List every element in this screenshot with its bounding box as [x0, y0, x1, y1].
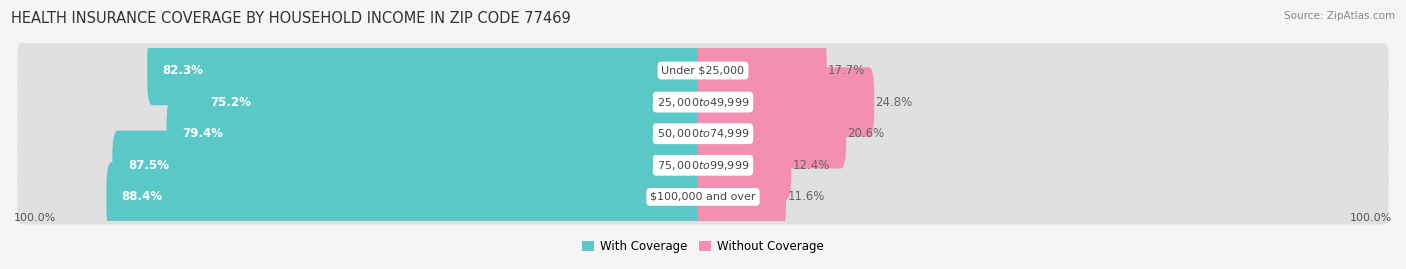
- Text: 100.0%: 100.0%: [14, 213, 56, 223]
- FancyBboxPatch shape: [17, 106, 1389, 161]
- FancyBboxPatch shape: [697, 36, 827, 105]
- Text: HEALTH INSURANCE COVERAGE BY HOUSEHOLD INCOME IN ZIP CODE 77469: HEALTH INSURANCE COVERAGE BY HOUSEHOLD I…: [11, 11, 571, 26]
- Text: $75,000 to $99,999: $75,000 to $99,999: [657, 159, 749, 172]
- Text: Source: ZipAtlas.com: Source: ZipAtlas.com: [1284, 11, 1395, 21]
- Text: $25,000 to $49,999: $25,000 to $49,999: [657, 95, 749, 109]
- Text: 20.6%: 20.6%: [848, 127, 884, 140]
- Text: 24.8%: 24.8%: [876, 95, 912, 109]
- FancyBboxPatch shape: [148, 36, 709, 105]
- FancyBboxPatch shape: [697, 130, 792, 200]
- Text: 12.4%: 12.4%: [793, 159, 830, 172]
- FancyBboxPatch shape: [697, 162, 786, 232]
- Text: 75.2%: 75.2%: [209, 95, 250, 109]
- Text: Under $25,000: Under $25,000: [661, 66, 745, 76]
- FancyBboxPatch shape: [17, 75, 1389, 130]
- FancyBboxPatch shape: [17, 138, 1389, 193]
- Text: 87.5%: 87.5%: [128, 159, 169, 172]
- Text: 100.0%: 100.0%: [1350, 213, 1392, 223]
- Legend: With Coverage, Without Coverage: With Coverage, Without Coverage: [578, 235, 828, 258]
- Text: $100,000 and over: $100,000 and over: [650, 192, 756, 202]
- FancyBboxPatch shape: [194, 67, 709, 137]
- Text: 82.3%: 82.3%: [163, 64, 204, 77]
- Text: $50,000 to $74,999: $50,000 to $74,999: [657, 127, 749, 140]
- FancyBboxPatch shape: [697, 99, 846, 168]
- Text: 17.7%: 17.7%: [828, 64, 866, 77]
- FancyBboxPatch shape: [17, 169, 1389, 224]
- Text: 79.4%: 79.4%: [181, 127, 224, 140]
- FancyBboxPatch shape: [107, 162, 709, 232]
- FancyBboxPatch shape: [697, 67, 875, 137]
- FancyBboxPatch shape: [166, 99, 709, 168]
- FancyBboxPatch shape: [17, 43, 1389, 98]
- Text: 88.4%: 88.4%: [122, 190, 163, 203]
- Text: 11.6%: 11.6%: [787, 190, 825, 203]
- FancyBboxPatch shape: [112, 130, 709, 200]
